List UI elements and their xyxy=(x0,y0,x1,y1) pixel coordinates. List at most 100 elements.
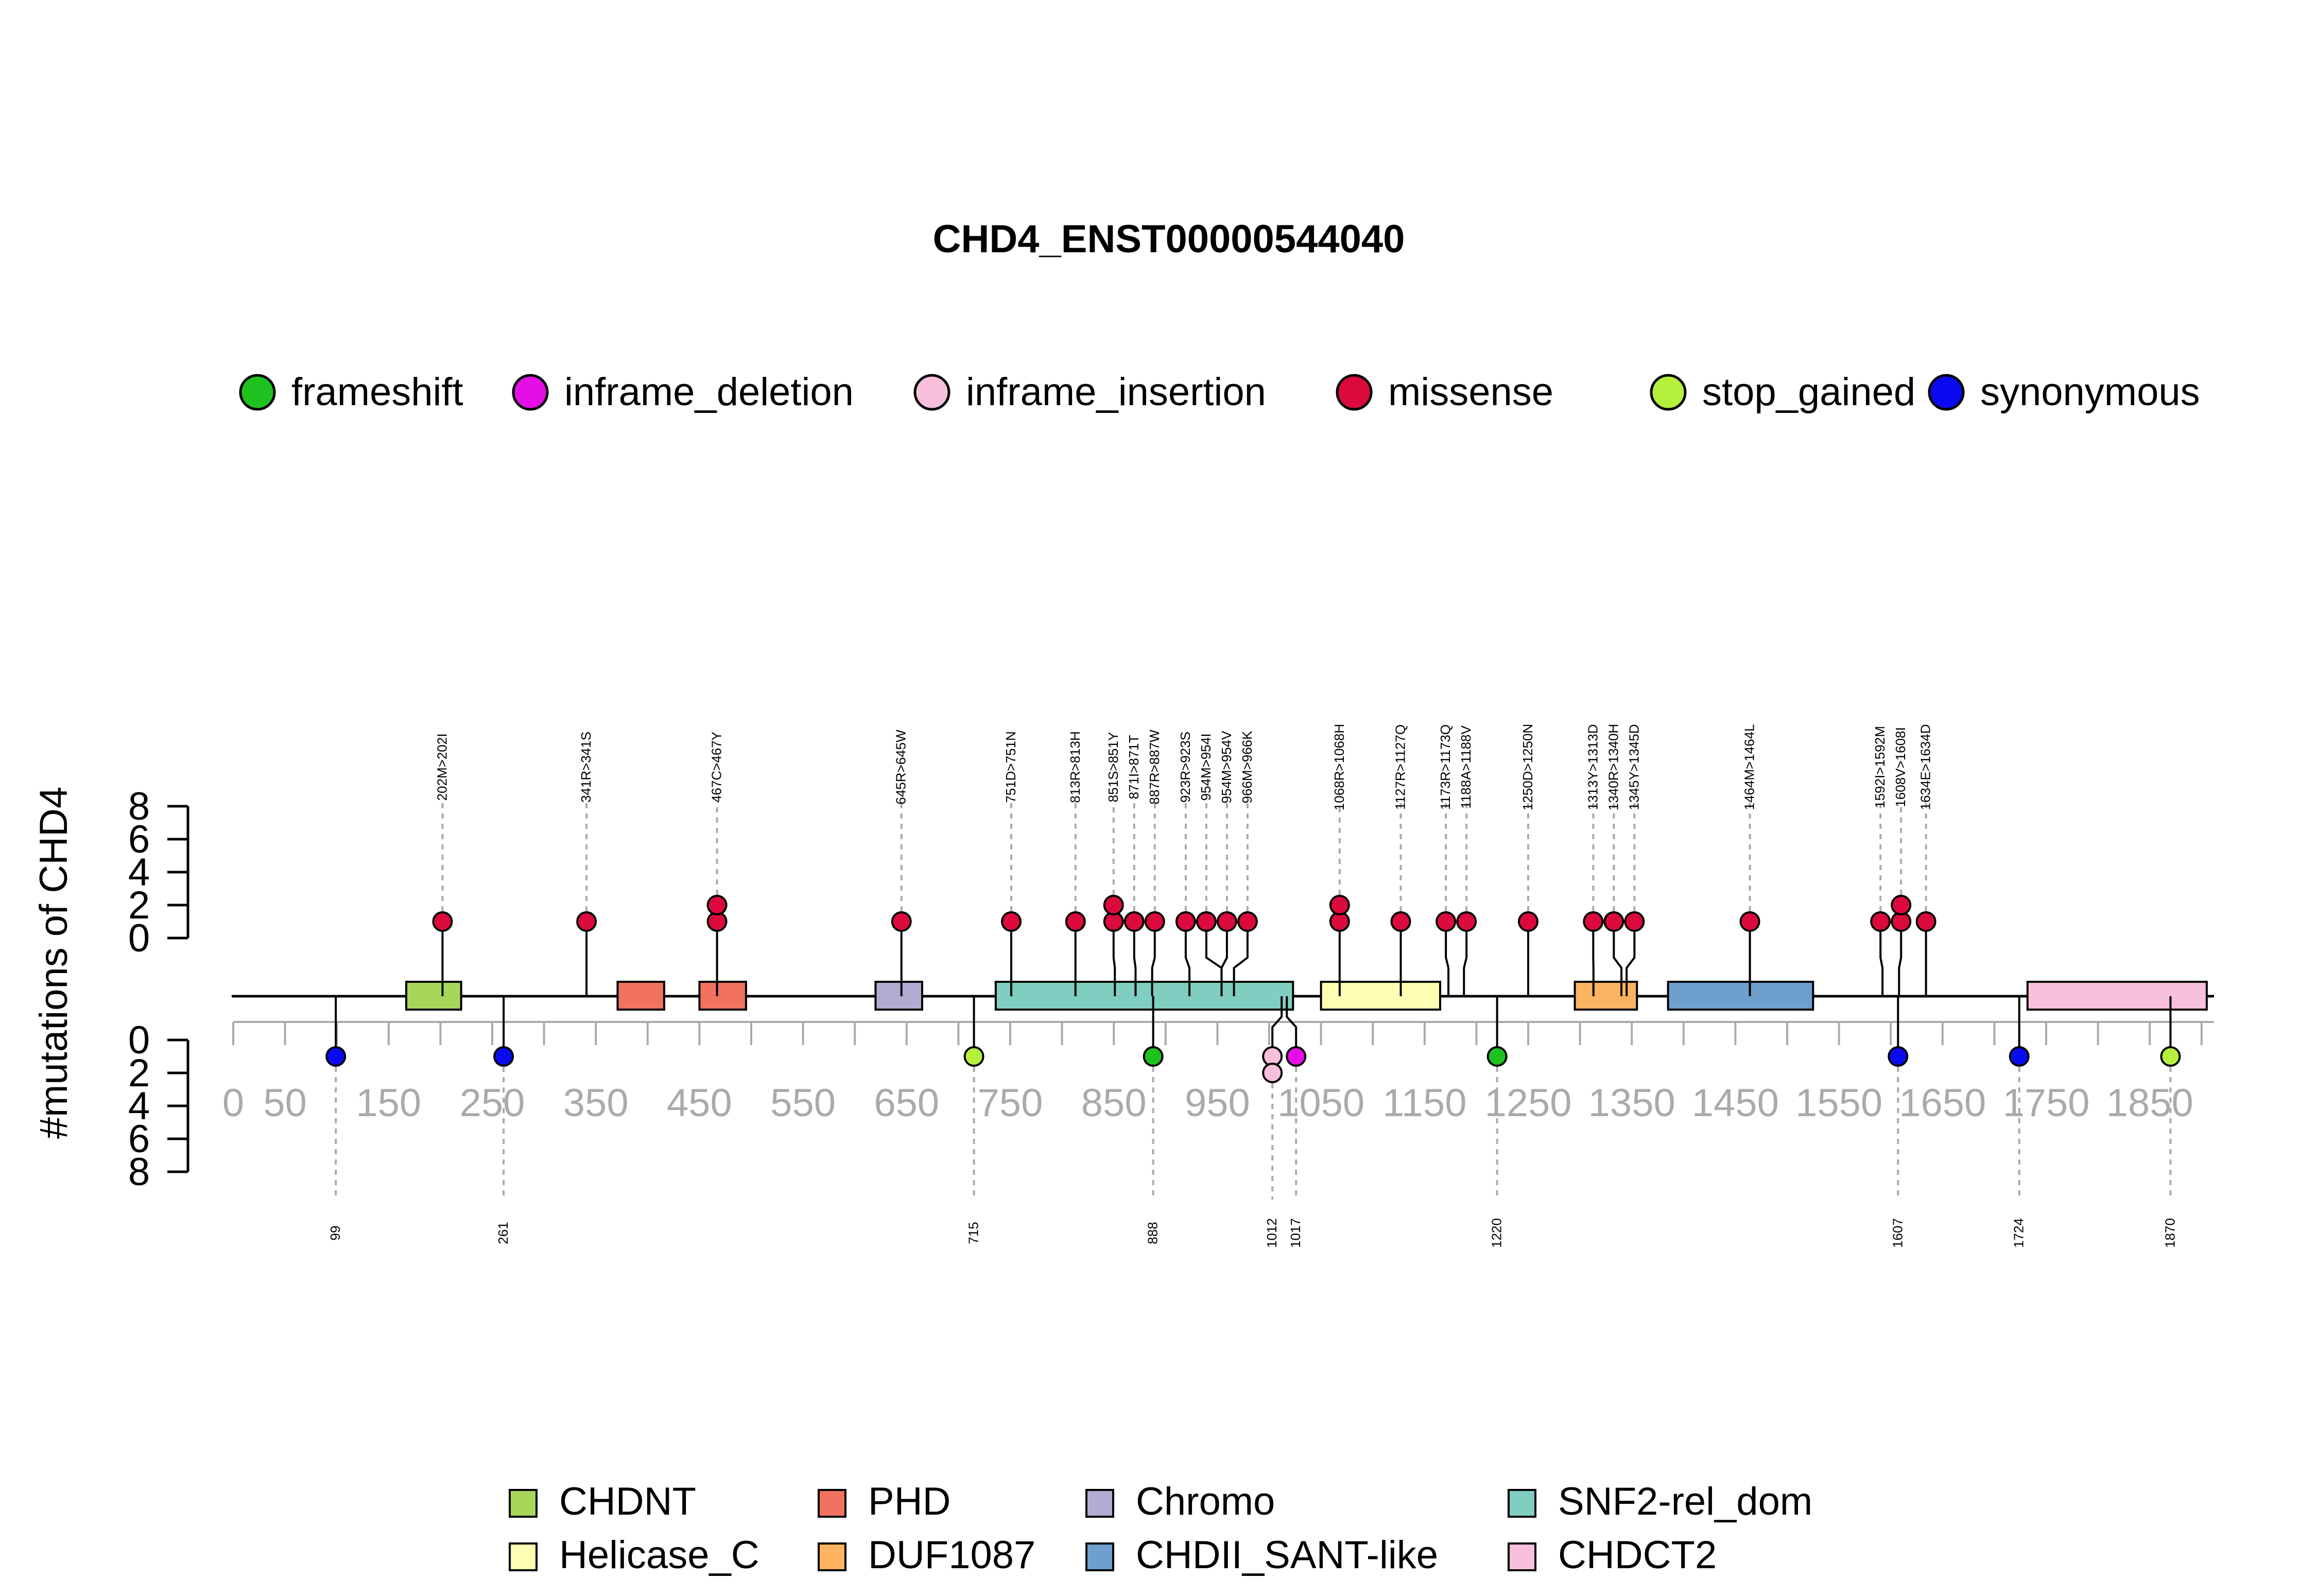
domain-CHDNT xyxy=(405,981,462,1011)
mutation-label: 1068R>1068H xyxy=(1332,724,1347,810)
mutation-label: 954M>954V xyxy=(1219,731,1234,804)
legend-missense-swatch xyxy=(1336,374,1373,411)
mutation-dot-missense xyxy=(1456,911,1477,932)
mutation-dot-missense xyxy=(1603,911,1624,932)
legend-stop_gained-swatch xyxy=(1650,374,1687,411)
lollipop-stem xyxy=(1184,922,1191,996)
mutation-dot-missense xyxy=(1123,911,1145,932)
legend-missense-label: missense xyxy=(1388,370,1553,414)
domain-PHD xyxy=(616,981,665,1011)
mutation-dot-missense xyxy=(1001,911,1022,932)
legend-stop_gained-label: stop_gained xyxy=(1702,370,1915,414)
mutation-label: 1250D>1250N xyxy=(1520,724,1535,810)
lollipop-stem xyxy=(1613,922,1623,996)
domain-legend-Helicase_C-label: Helicase_C xyxy=(559,1533,759,1577)
legend-inframe_deletion-swatch xyxy=(512,374,549,411)
x-tick-label: 550 xyxy=(770,1081,836,1125)
legend-inframe_insertion-swatch xyxy=(913,374,950,411)
mutation-label: 1127R>1127Q xyxy=(1393,724,1408,810)
mutation-label: 1313Y>1313D xyxy=(1585,724,1600,810)
mutation-dot-missense xyxy=(1870,911,1891,932)
lollipop-stem xyxy=(1286,996,1298,1056)
domain-legend-CHDII_SANT-like-swatch xyxy=(1085,1542,1114,1571)
domain-legend-CHDII_SANT-like-label: CHDII_SANT-like xyxy=(1136,1533,1438,1577)
bottom-y-tick-label: 0 xyxy=(128,1018,150,1062)
position-label: 1870 xyxy=(2162,1218,2177,1248)
mutation-dot-missense xyxy=(1103,895,1124,915)
x-tick-label: 950 xyxy=(1185,1081,1250,1125)
mutation-legend: frameshift inframe_deletion inframe_insert… xyxy=(239,370,2200,414)
mutation-dot-missense xyxy=(1329,895,1350,915)
x-tick-label: 1250 xyxy=(1484,1081,1571,1125)
legend-inframe_insertion-label: inframe_insertion xyxy=(966,370,1266,414)
x-tick-label: 850 xyxy=(1081,1081,1147,1125)
position-label: 888 xyxy=(1145,1222,1161,1244)
mutation-dot-inframe_deletion xyxy=(1286,1046,1307,1067)
mutation-label: 751D>751N xyxy=(1003,731,1018,803)
label-guides xyxy=(335,803,2172,1200)
domain-legend-Helicase_C-swatch xyxy=(509,1542,538,1571)
domain-SNF2-rel_dom xyxy=(994,981,1294,1011)
mutation-label: 1340R>1340H xyxy=(1605,724,1621,810)
bottom-y-tick-label: 6 xyxy=(128,1117,150,1161)
mutation-label: 1464M>1464L xyxy=(1742,724,1757,810)
bottom-y-tick-label: 2 xyxy=(128,1051,150,1095)
mutation-dot-synonymous xyxy=(325,1046,347,1067)
x-tick-label: 750 xyxy=(978,1081,1043,1125)
top-y-tick-label: 2 xyxy=(128,883,150,927)
lollipop-stem xyxy=(1151,922,1156,996)
mutation-dot-synonymous xyxy=(1888,1046,1909,1067)
domain-legend-Chromo-swatch xyxy=(1085,1489,1114,1518)
mutation-dot-missense xyxy=(1390,911,1411,932)
mutation-labels: 202M>202I 341R>341S 467C>467Y 645R>645W 751D… xyxy=(327,724,2177,1248)
mutation-dot-inframe_insertion xyxy=(1262,1063,1283,1083)
mutation-dot-missense xyxy=(1175,911,1196,932)
position-label: 1012 xyxy=(1264,1218,1279,1248)
mutation-dot-missense xyxy=(1891,895,1912,915)
domain-legend-CHDNT-label: CHDNT xyxy=(559,1480,696,1523)
domain-legend-Chromo-label: Chromo xyxy=(1136,1480,1275,1523)
top-y-tick-label: 0 xyxy=(128,916,150,960)
lollipop-stem xyxy=(1626,922,1636,996)
position-label: 1607 xyxy=(1890,1218,1905,1248)
domain-DUF1087 xyxy=(1574,981,1638,1011)
top-y-tick-label: 6 xyxy=(128,818,150,861)
x-tick-label: 350 xyxy=(563,1081,629,1125)
mutation-dot-missense xyxy=(1518,911,1538,932)
mutation-dot-missense xyxy=(1144,911,1165,932)
mutation-dot-missense xyxy=(1065,911,1086,932)
position-label: 1724 xyxy=(2011,1218,2027,1248)
mutation-label: 923R>923S xyxy=(1178,732,1193,803)
x-tick-label: 450 xyxy=(667,1081,732,1125)
lollipop-stems xyxy=(335,905,2172,1073)
mutation-dot-frameshift xyxy=(1486,1046,1508,1067)
mutation-dot-missense xyxy=(1739,911,1760,932)
x-tick-label: 1450 xyxy=(1692,1081,1779,1125)
position-label: 1017 xyxy=(1288,1218,1303,1248)
mutation-dot-missense xyxy=(1436,911,1457,932)
bottom-y-tick-label: 8 xyxy=(128,1150,150,1194)
mutation-dot-missense xyxy=(432,911,453,932)
mutation-dot-missense xyxy=(1237,911,1258,932)
domain-legend-CHDCT2-label: CHDCT2 xyxy=(1558,1533,1717,1577)
domain-PHD xyxy=(698,981,747,1011)
lollipop-stem xyxy=(1220,922,1228,996)
mutation-dot-stop_gained xyxy=(963,1046,984,1067)
mutation-label: 954M>954I xyxy=(1198,734,1214,801)
mutation-dot-missense xyxy=(706,895,728,915)
domain-legend-SNF2-rel_dom-swatch xyxy=(1508,1489,1536,1518)
mutation-dot-synonymous xyxy=(493,1046,514,1067)
domain-legend: CHDNT PHD Chromo SNF2-rel_dom Helicase_C DUF1… xyxy=(509,1480,1812,1577)
mutation-label: 966M>966K xyxy=(1239,731,1255,804)
mutation-dot-missense xyxy=(1624,911,1645,932)
domain-track xyxy=(405,981,2208,1011)
x-tick-label: 650 xyxy=(874,1081,939,1125)
mutation-label: 202M>202I xyxy=(434,734,449,801)
lollipop-stem xyxy=(1445,922,1450,996)
position-label: 99 xyxy=(327,1226,343,1241)
mutation-label: 871I>871T xyxy=(1126,735,1142,799)
position-label: 1220 xyxy=(1489,1218,1505,1248)
lollipop-stem xyxy=(1879,922,1884,996)
